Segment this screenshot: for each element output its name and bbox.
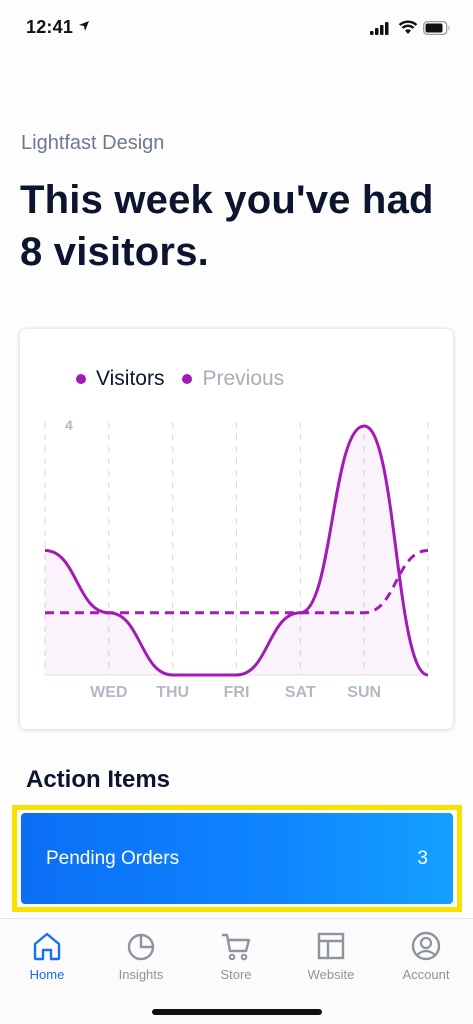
tab-insights[interactable]: Insights [96,929,186,982]
pending-orders-button[interactable]: Pending Orders 3 [21,813,453,904]
action-items-title: Action Items [26,766,171,793]
location-arrow-icon [79,21,89,31]
tab-home-label: Home [29,967,65,982]
pie-chart-icon [127,933,155,961]
visitors-series-line [44,424,429,677]
y-tick-label: 4 [65,417,73,433]
status-time: 12:41 [26,17,74,37]
tab-website[interactable]: Website [286,929,376,982]
x-tick-label: SAT [285,684,316,701]
wifi-icon [398,20,418,34]
account-icon [411,931,441,961]
tab-account-label: Account [402,967,450,982]
pending-orders-label: Pending Orders [46,847,180,869]
tab-account[interactable]: Account [381,929,471,982]
tab-store-label: Store [220,967,252,982]
legend-dot-previous [182,374,193,384]
legend-label-previous: Previous [202,367,285,390]
legend-item-previous[interactable]: Previous [182,367,284,391]
x-tick-label: FRI [224,684,250,701]
tab-website-label: Website [307,967,355,982]
x-tick-label: THU [156,684,189,701]
legend-item-visitors[interactable]: Visitors [76,367,164,391]
tab-store[interactable]: Store [191,929,281,982]
tab-insights-label: Insights [118,967,164,982]
business-name: Lightfast Design [21,132,165,154]
pending-orders-count: 3 [417,847,428,869]
status-bar: 12:41 [0,0,473,56]
page-title: This week you've had 8 visitors. [20,178,434,274]
legend-label-visitors: Visitors [96,367,165,390]
chart-legend: Visitors Previous [76,367,302,391]
tab-home[interactable]: Home [2,929,92,982]
x-tick-label: WED [90,684,127,701]
x-tick-label: SUN [347,684,381,701]
layout-icon [317,932,345,960]
battery-icon [423,21,450,35]
home-icon [33,932,61,961]
legend-dot-visitors [76,374,86,384]
bottom-tab-bar: Home Insights Store Website [0,918,473,1024]
cellular-signal-icon [370,22,389,35]
cart-icon [222,933,251,961]
highlight-frame [12,805,462,912]
home-indicator [152,1009,322,1015]
visitors-chart-card: Visitors Previous 4 WED THU FRI SAT SUN [20,329,453,729]
visitors-line-chart: 4 WED THU FRI SAT SUN [44,417,429,701]
